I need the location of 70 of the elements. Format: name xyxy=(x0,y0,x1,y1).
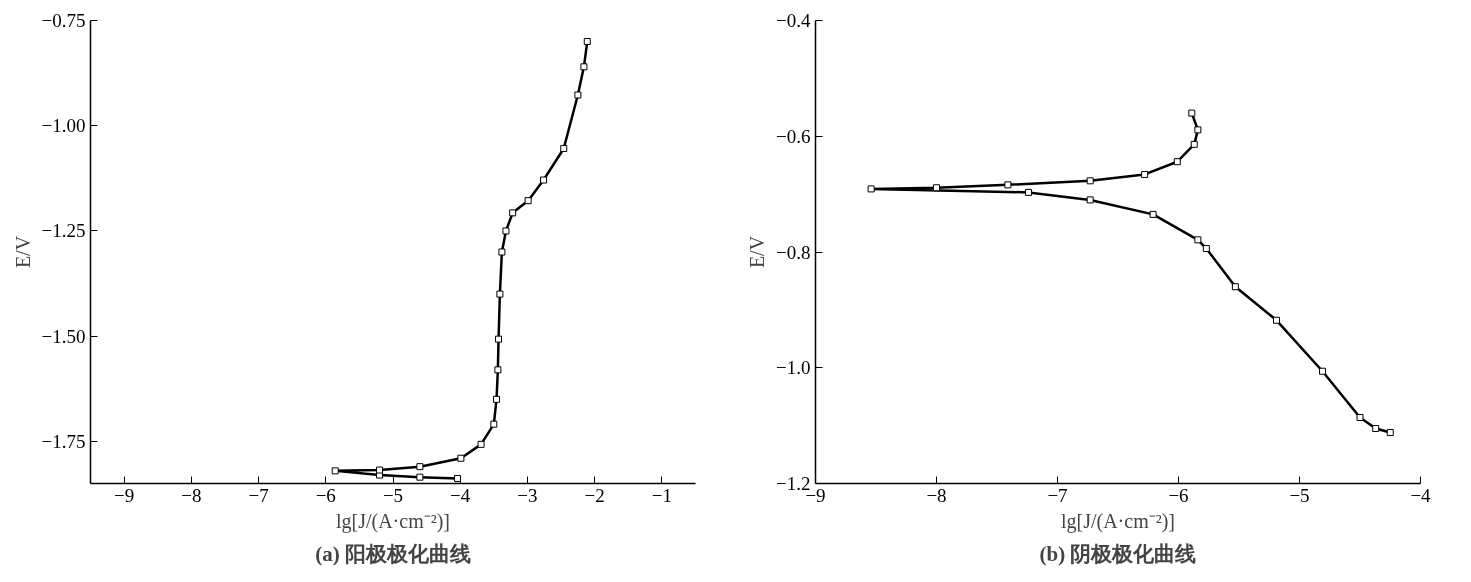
y-tick-label: −0.8 xyxy=(776,241,811,263)
point xyxy=(1273,316,1281,324)
y-tick-label: −0.4 xyxy=(776,10,811,31)
point xyxy=(457,454,465,462)
y-tick-label: −1.75 xyxy=(41,430,86,452)
x-tick-label: −8 xyxy=(926,484,947,506)
y-tick-label: −1.25 xyxy=(41,220,86,242)
y-axis-title: E/V xyxy=(11,235,34,269)
x-tick-label: −2 xyxy=(584,484,605,506)
point xyxy=(477,440,485,448)
y-tick-label: −0.6 xyxy=(776,125,811,147)
x-tick-label: −7 xyxy=(248,484,269,506)
point xyxy=(495,335,503,343)
point xyxy=(1004,181,1012,189)
x-tick-label: −6 xyxy=(315,484,336,506)
x-tick-label: −7 xyxy=(1047,484,1068,506)
point xyxy=(1173,158,1181,166)
point xyxy=(509,209,517,217)
x-tick-label: −8 xyxy=(181,484,202,506)
point xyxy=(574,91,582,99)
point xyxy=(1024,188,1032,196)
y-axis-title: E/V xyxy=(746,235,769,269)
point xyxy=(454,474,462,482)
y-tick-label: −1.00 xyxy=(41,115,86,137)
point xyxy=(1149,210,1157,218)
point xyxy=(580,63,588,71)
point xyxy=(1190,140,1198,148)
point xyxy=(540,176,548,184)
point xyxy=(496,290,504,298)
text: (a) 阳极极化曲线 xyxy=(315,541,471,566)
point xyxy=(494,366,502,374)
point xyxy=(1194,126,1202,134)
point xyxy=(416,463,424,471)
point xyxy=(1202,245,1210,253)
y-tick-label: −0.75 xyxy=(41,10,86,31)
point xyxy=(498,248,506,256)
point xyxy=(1141,170,1149,178)
point xyxy=(493,395,501,403)
x-tick-label: −4 xyxy=(450,484,471,506)
x-tick-label: −3 xyxy=(517,484,538,506)
x-tick-label: −9 xyxy=(114,484,135,506)
point xyxy=(524,197,532,205)
point xyxy=(560,144,568,152)
point xyxy=(1231,283,1239,291)
text: (b) 阴极极化曲线 xyxy=(1039,541,1197,566)
point xyxy=(1356,414,1364,422)
point xyxy=(331,467,339,475)
point xyxy=(416,473,424,481)
point xyxy=(1194,236,1202,244)
point xyxy=(933,184,940,192)
point xyxy=(490,420,498,428)
x-tick-label: −4 xyxy=(1410,484,1432,506)
point xyxy=(583,38,591,46)
point xyxy=(1386,429,1394,437)
x-tick-label: −6 xyxy=(1168,484,1189,506)
y-tick-label: −1.50 xyxy=(41,325,86,347)
point xyxy=(376,466,384,474)
y-tick-label: −1.0 xyxy=(776,357,811,379)
point xyxy=(1372,425,1380,433)
point xyxy=(1318,367,1326,375)
point xyxy=(502,227,510,235)
x-tick-label: −1 xyxy=(651,484,672,506)
x-tick-label: −5 xyxy=(1289,484,1310,506)
x-axis-title: lg[J/(A·cm⁻²)] xyxy=(335,509,451,533)
point xyxy=(1086,196,1094,204)
point xyxy=(1188,109,1196,117)
x-axis-title: lg[J/(A·cm⁻²)] xyxy=(1060,509,1176,533)
point xyxy=(1086,177,1094,185)
x-tick-label: −5 xyxy=(382,484,404,506)
point xyxy=(867,185,875,193)
